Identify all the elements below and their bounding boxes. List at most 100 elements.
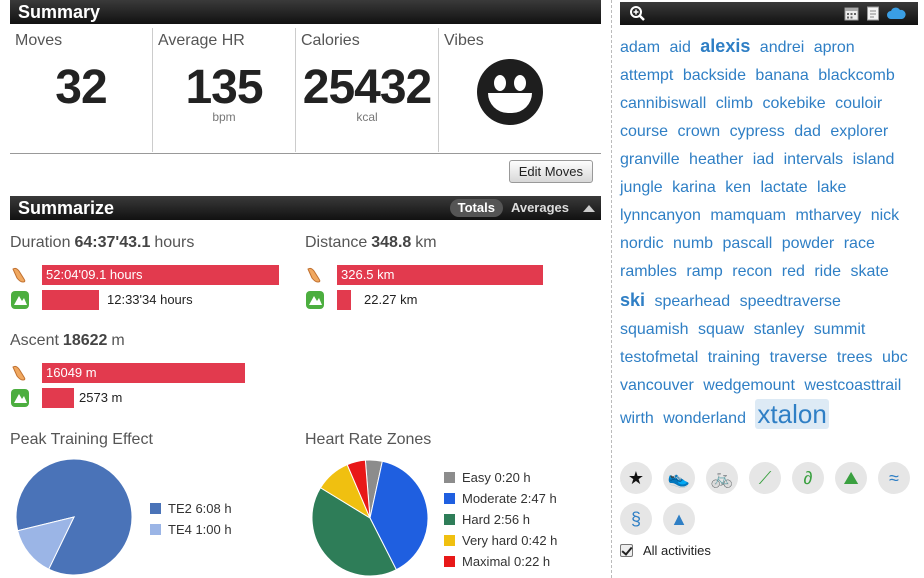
legend-item: Very hard 0:42 h [444,530,557,551]
tag-ken[interactable]: ken [725,179,751,196]
totals-averages-toggle: Totals Averages [449,198,595,218]
tag-pascall[interactable]: pascall [722,235,773,252]
tag-ride[interactable]: ride [814,263,842,280]
tag-alexis[interactable]: alexis [700,36,751,56]
tag-numb[interactable]: numb [673,235,714,252]
tag-aid[interactable]: aid [669,39,691,56]
tag-lake[interactable]: lake [817,179,847,196]
tag-blackcomb[interactable]: blackcomb [818,67,895,84]
tag-lynncanyon[interactable]: lynncanyon [620,207,701,224]
tag-explorer[interactable]: explorer [830,123,889,140]
tag-climb[interactable]: climb [715,95,754,112]
tag-wedgemount[interactable]: wedgemount [703,377,795,394]
tag-karina[interactable]: karina [672,179,716,196]
tag-ramp[interactable]: ramp [686,263,723,280]
skate-ski-icon[interactable]: ≈ [878,462,910,494]
distance-bar-main [337,265,543,285]
zoom-in-icon[interactable] [629,5,646,22]
tag-testofmetal[interactable]: testofmetal [620,349,699,366]
running-shoe-icon[interactable]: 👟 [663,462,695,494]
tag-vancouver[interactable]: vancouver [620,377,694,394]
trail-run-icon[interactable]: ⛰ [835,462,867,494]
tag-nordic[interactable]: nordic [620,235,664,252]
legend-swatch [444,514,455,525]
skiing-icon[interactable]: § [620,503,652,535]
tag-speedtraverse[interactable]: speedtraverse [739,293,841,310]
all-activities-checkbox[interactable] [620,544,633,557]
tag-granville[interactable]: granville [620,151,680,168]
stat-moves: Moves 32 [10,28,153,152]
tag-iad[interactable]: iad [752,151,775,168]
tag-wirth[interactable]: wirth [620,410,654,427]
collapse-triangle-icon[interactable] [583,204,595,212]
tag-squamish[interactable]: squamish [620,321,689,338]
tag-attempt[interactable]: attempt [620,67,674,84]
summary-stats: Moves 32 Average HR 135 bpm Calories 254… [10,28,601,154]
running-shoe-icon [12,365,26,381]
tag-ubc[interactable]: ubc [881,349,908,366]
tag-nick[interactable]: nick [870,207,900,224]
tag-intervals[interactable]: intervals [783,151,844,168]
nordic-ski-icon[interactable]: ⟋ [749,462,781,494]
calendar-icon[interactable] [844,6,859,21]
notes-icon[interactable] [866,5,881,21]
tag-dad[interactable]: dad [794,123,821,140]
tag-andrei[interactable]: andrei [759,39,805,56]
tag-red[interactable]: red [781,263,805,280]
tag-squaw[interactable]: squaw [697,321,745,338]
tag-mamquam[interactable]: mamquam [710,207,786,224]
tag-island[interactable]: island [852,151,895,168]
tab-averages[interactable]: Averages [510,200,569,215]
stat-label: Vibes [444,32,484,49]
legend-item: TE2 6:08 h [150,498,232,519]
stat-unit: kcal [356,110,378,124]
tag-cannibiswall[interactable]: cannibiswall [620,95,707,112]
tag-stanley[interactable]: stanley [753,321,805,338]
tag-ski[interactable]: ski [620,290,646,310]
tag-skate[interactable]: skate [850,263,889,280]
all-activities-row[interactable]: All activities [620,543,711,558]
tag-mtharvey[interactable]: mtharvey [795,207,862,224]
tab-totals[interactable]: Totals [449,199,503,217]
tag-training[interactable]: training [707,349,761,366]
tag-xtalon[interactable]: xtalon [755,399,829,429]
tag-powder[interactable]: powder [781,235,835,252]
tag-heather[interactable]: heather [689,151,744,168]
pie-slice [17,516,75,570]
edit-moves-button[interactable]: Edit Moves [508,160,593,183]
tag-race[interactable]: race [843,235,875,252]
tag-backside[interactable]: backside [682,67,746,84]
tag-cokebike[interactable]: cokebike [762,95,826,112]
climbing-icon[interactable]: ∂ [792,462,824,494]
tag-trees[interactable]: trees [836,349,873,366]
metric-title: Distance 348.8 km [305,234,437,251]
legend-item: Hard 2:56 h [444,509,557,530]
tag-cypress[interactable]: cypress [729,123,785,140]
tag-recon[interactable]: recon [732,263,773,280]
duration-bar-secondary [42,290,99,310]
duration-bar-main [42,265,279,285]
tag-jungle[interactable]: jungle [620,179,663,196]
tag-crown[interactable]: crown [677,123,721,140]
cycling-icon[interactable]: 🚲 [706,462,738,494]
metric-ascent: Ascent 18622 m 16049 m 2573 m [10,332,300,412]
bar-label: 326.5 km [341,267,395,282]
tag-wonderland[interactable]: wonderland [663,410,746,427]
tag-summit[interactable]: summit [813,321,866,338]
tag-traverse[interactable]: traverse [769,349,828,366]
legend-item: TE4 1:00 h [150,519,232,540]
tag-rambles[interactable]: rambles [620,263,677,280]
stat-unit: bpm [212,110,236,124]
mountaineering-icon[interactable]: ▲ [663,503,695,535]
tag-adam[interactable]: adam [620,39,661,56]
tag-westcoasttrail[interactable]: westcoasttrail [804,377,902,394]
tag-banana[interactable]: banana [755,67,809,84]
cloud-icon[interactable] [887,7,906,20]
all-activities-star-icon[interactable]: ★ [620,462,652,494]
tag-spearhead[interactable]: spearhead [654,293,731,310]
tag-course[interactable]: course [620,123,669,140]
tag-apron[interactable]: apron [813,39,855,56]
tag-lactate[interactable]: lactate [760,179,808,196]
tag-couloir[interactable]: couloir [835,95,883,112]
tag-cloud: adam aid alexis andrei apron attempt bac… [620,32,920,433]
